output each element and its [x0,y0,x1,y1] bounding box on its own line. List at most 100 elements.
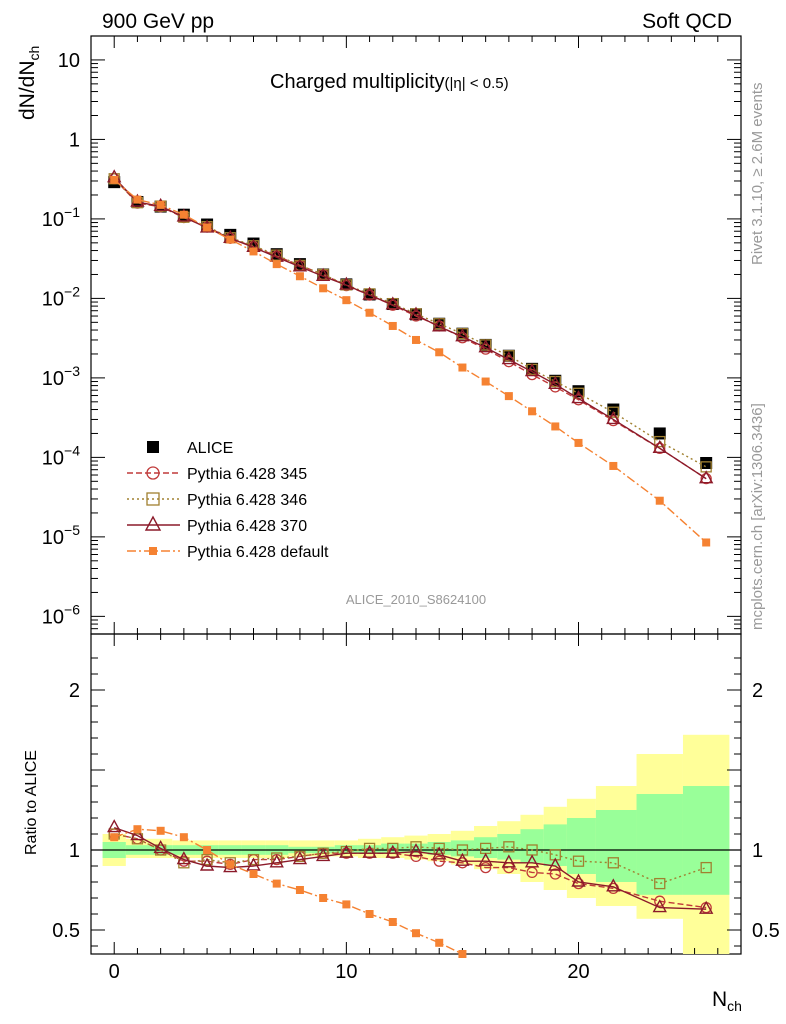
legend-label-370: Pythia 6.428 370 [187,518,307,535]
main-point-pdefault [295,272,304,281]
analysis-id: ALICE_2010_S8624100 [346,592,486,607]
ratio-y-tick-label-right: 2 [752,680,763,702]
ratio-point-pdefault [458,950,467,958]
legend-marker-p370 [144,515,162,531]
ratio-point-p370 [432,846,447,860]
ratio-point-p345 [433,855,445,867]
ratio-plot-series [107,819,714,958]
main-point-pdefault [249,247,258,256]
band-inner-bin [543,824,567,866]
plot-title: Charged multiplicity(|η| < 0.5) [270,71,509,93]
main-point-pdefault [365,308,374,317]
main-point-p370 [455,328,470,342]
main-point-pdefault [574,438,583,447]
y-tick-label: 10 [58,50,80,72]
ratio-point-p345 [479,861,492,874]
ratio-point-p346 [247,853,260,866]
y-tick-label: 1 [69,129,80,151]
ratio-point-p370 [571,873,586,887]
main-point-pdefault [226,235,235,244]
y-tick-label: 10−3 [42,363,80,390]
ratio-point-p370 [199,857,215,871]
ratio-point-p370 [698,900,714,914]
ratio-point-p370 [548,857,563,871]
ratio-point-p370 [455,852,470,866]
y-tick-label: 10−1 [42,204,80,231]
ratio-point-p370 [292,851,308,865]
x-tick-label: 20 [567,961,589,983]
legend-marker-p346 [146,492,160,506]
ratio-point-p345 [654,895,666,907]
band-inner-bin [474,837,498,858]
main-point-p370 [385,296,400,310]
ratio-point-p370 [153,839,168,854]
main-point-p370 [524,363,540,377]
main-point-p370 [408,306,424,320]
main-point-p346 [607,406,619,418]
ratio-y-axis-label: Ratio to ALICE [23,750,40,855]
main-point-pdefault [179,210,188,219]
ratio-point-p346 [433,842,445,855]
ratio-point-pdefault [435,938,444,947]
main-point-p345 [654,442,666,454]
band-inner-bin [404,843,428,854]
ratio-point-p346 [654,877,666,890]
ratio-point-p370 [524,854,540,868]
ratio-y-tick-label-right: 0.5 [752,920,780,942]
band-inner-bin [595,810,637,882]
y-axis-label-main: dN/dN [16,60,39,120]
header-right: Soft QCD [642,10,732,33]
band-inner-bin [636,794,683,895]
ratio-axis-ticks: 0 10 20 0.5 0.5 1 1 2 2 [52,634,780,983]
main-line-pdefault [113,179,707,544]
ratio-point-pdefault [388,918,397,926]
main-point-pdefault [458,363,467,372]
main-point-p370 [606,410,621,425]
legend: ALICE Pythia 6.428 345 Pythia 6.428 346 … [127,440,329,561]
ratio-point-p370 [501,854,517,868]
ratio-point-p370 [130,827,145,841]
ratio-point-p370 [478,852,493,866]
main-point-p370 [315,267,331,281]
ratio-point-p346 [607,857,619,869]
band-inner-bin [520,829,544,863]
ratio-point-p346 [572,855,585,867]
band-inner-bin [450,840,475,857]
ratio-point-p370 [315,847,331,862]
x-tick-label: 10 [335,961,357,983]
legend-marker-p345 [146,466,160,480]
main-point-pdefault [133,195,142,204]
ratio-point-p370 [269,854,284,868]
ratio-point-pdefault [156,826,165,835]
y-tick-label: 10−2 [42,283,80,310]
legend-label-alice: ALICE [187,440,233,457]
ratio-line-p346 [114,833,707,885]
ratio-point-p370 [176,851,192,865]
main-point-pdefault [319,284,328,293]
main-point-pdefault [156,200,165,209]
legend-label-346: Pythia 6.428 346 [187,492,307,509]
ratio-point-p346 [700,861,712,874]
ratio-point-pdefault [295,886,304,894]
main-point-alice [700,456,713,469]
main-point-alice [653,427,666,440]
main-plot-series [107,169,714,547]
ratio-point-p370 [652,899,667,913]
main-point-p346 [503,350,515,362]
band-inner-bin [497,834,521,860]
band-inner-bin [334,845,358,854]
main-point-alice [526,362,539,375]
ratio-point-pdefault [365,910,374,918]
ratio-point-pdefault [412,929,420,938]
ratio-point-p370 [362,844,377,858]
main-point-pdefault [272,260,281,269]
ratio-point-p370 [385,844,400,858]
band-inner-bin [682,786,730,895]
ratio-point-pdefault [110,833,119,842]
plot-title-condition: (|η| < 0.5) [445,75,509,92]
y-axis-label: dN/dNch [16,46,42,120]
ratio-point-pdefault [179,833,188,842]
y-tick-label: 10−5 [42,522,80,549]
header-left: 900 GeV pp [102,10,214,33]
